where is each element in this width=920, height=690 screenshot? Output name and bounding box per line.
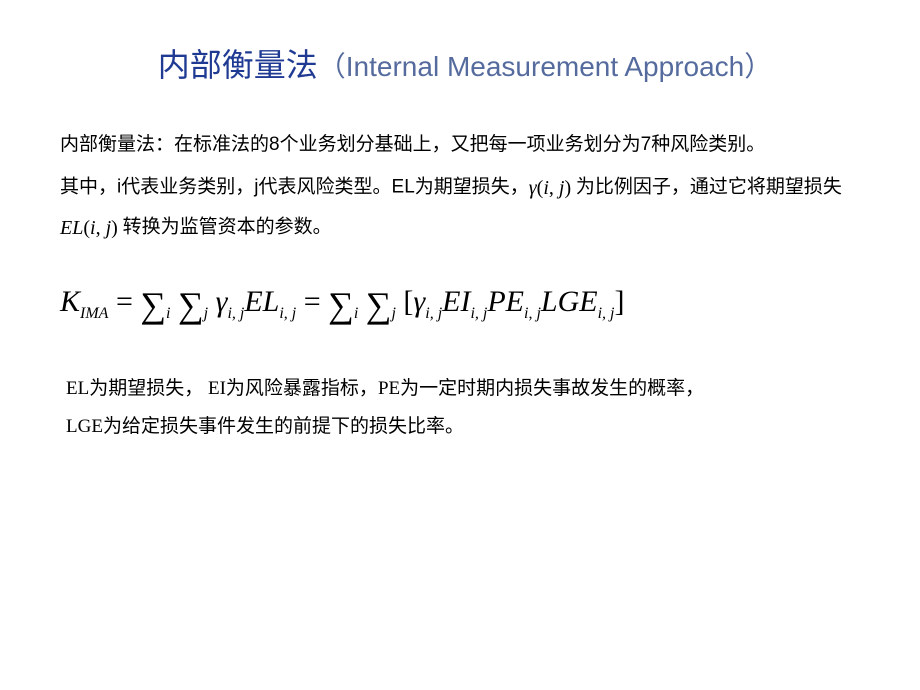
EL: EL: [244, 285, 279, 318]
sigma-icon: ∑: [328, 284, 354, 326]
title-paren-open: （: [318, 51, 346, 82]
rbracket: ]: [614, 285, 624, 318]
text: 代表风险类型。: [259, 176, 392, 197]
EI: EI: [442, 285, 470, 318]
LGE: LGE: [541, 285, 598, 318]
text: 为给定损失事件发生的前提下的损失比率。: [103, 416, 464, 437]
sub-ij: i, j: [279, 305, 296, 322]
title-chinese: 内部衡量法: [158, 47, 318, 83]
text: 个业务划分基础上，又把每一项业务划分为: [280, 134, 641, 155]
slide-page: 内部衡量法（Internal Measurement Approach） 内部衡…: [0, 0, 920, 476]
sub-i: i: [166, 305, 170, 322]
PE: PE: [487, 285, 524, 318]
var-lge: LGE: [66, 416, 103, 437]
gamma-ij-inline: γ(i, j): [529, 168, 571, 208]
formula-K: K: [60, 285, 80, 318]
el-ij-inline: EL(i, j): [60, 208, 118, 248]
gamma: γ: [216, 285, 228, 318]
number-8: 8: [269, 134, 280, 155]
sub-i: i: [354, 305, 358, 322]
text: 种风险类别。: [651, 134, 765, 155]
lbracket: [: [403, 285, 413, 318]
formula-eq1: =: [116, 285, 140, 318]
text: 其中，: [60, 176, 117, 197]
text: 为风险暴露指标，: [226, 378, 378, 399]
sub-j: j: [204, 305, 208, 322]
slide-title: 内部衡量法（Internal Measurement Approach）: [60, 40, 870, 86]
text: 为期望损失，: [89, 378, 208, 399]
text: 代表业务类别，: [121, 176, 254, 197]
text: 为比例因子，通过它将期望损失: [571, 176, 842, 197]
text: 转换为监管资本的参数。: [118, 216, 332, 237]
main-formula: KIMA = ∑i ∑j γi, jELi, j = ∑i ∑j [γi, jE…: [60, 284, 870, 326]
sub-j: j: [391, 305, 395, 322]
number-7: 7: [641, 134, 652, 155]
var-el: EL: [66, 378, 89, 399]
sub-ij: i, j: [425, 305, 442, 322]
sub-ij: i, j: [470, 305, 487, 322]
paragraph-2: 其中，i代表业务类别，j代表风险类型。EL为期望损失，γ(i, j) 为比例因子…: [60, 168, 870, 248]
sub-ij: i, j: [227, 305, 244, 322]
title-english: Internal Measurement Approach: [346, 51, 744, 82]
paragraph-3: EL为期望损失， EI为风险暴露指标，PE为一定时期内损失事故发生的概率， LGE…: [66, 370, 870, 446]
sub-ij: i, j: [598, 305, 615, 322]
text: 内部衡量法：在标准法的: [60, 134, 269, 155]
var-ei: EI: [208, 378, 226, 399]
text: 为一定时期内损失事故发生的概率，: [400, 378, 704, 399]
var-pe: PE: [378, 378, 400, 399]
title-paren-close: ）: [744, 51, 772, 82]
formula-eq2: =: [304, 285, 328, 318]
var-el: EL: [392, 176, 415, 197]
formula-K-sub: IMA: [80, 305, 108, 322]
paragraph-1: 内部衡量法：在标准法的8个业务划分基础上，又把每一项业务划分为7种风险类别。: [60, 126, 870, 164]
sigma-icon: ∑: [178, 284, 204, 326]
gamma: γ: [413, 285, 425, 318]
text: 为期望损失，: [415, 176, 529, 197]
sigma-icon: ∑: [366, 284, 392, 326]
sub-ij: i, j: [524, 305, 541, 322]
sigma-icon: ∑: [140, 284, 166, 326]
